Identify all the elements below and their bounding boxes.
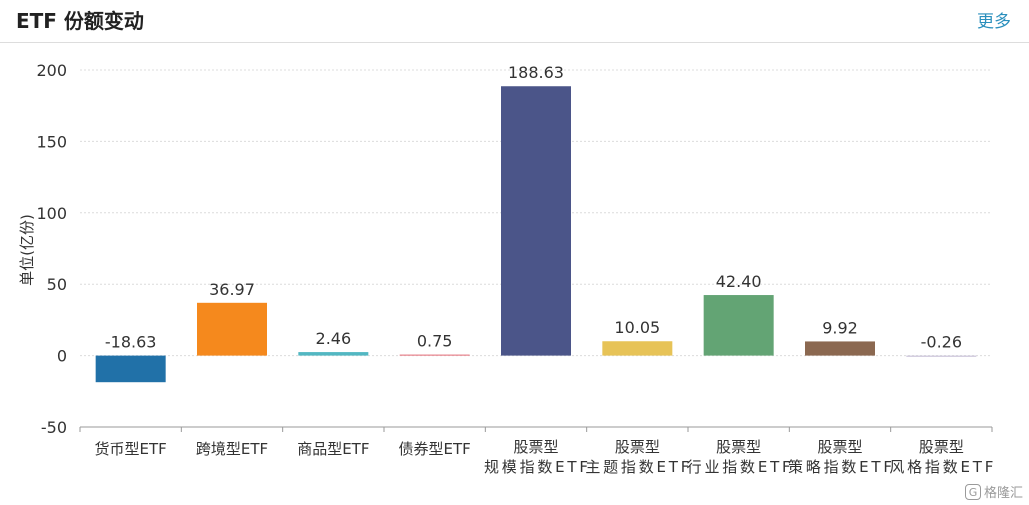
bar [501, 86, 571, 356]
x-tick-label: 规模指数ETF [484, 458, 588, 476]
data-label: 42.40 [716, 272, 762, 291]
bar [95, 355, 166, 383]
data-label: 188.63 [508, 63, 564, 82]
watermark-text: 格隆汇 [983, 486, 1023, 501]
data-label: -18.63 [105, 333, 157, 352]
x-tick-label: 跨境型ETF [196, 440, 268, 458]
bar [399, 354, 470, 356]
x-tick-label: 债券型ETF [399, 440, 471, 458]
x-tick-label: 主题指数ETF [585, 458, 689, 476]
y-tick-label: 200 [36, 61, 67, 80]
watermark-logo-icon: G [964, 483, 981, 500]
bar [703, 295, 774, 356]
data-label: 10.05 [614, 318, 660, 337]
data-label: 9.92 [822, 318, 858, 337]
x-tick-label: 策略指数ETF [788, 458, 892, 476]
panel-header: ETF 份额变动 更多 [0, 0, 1029, 43]
data-label: 2.46 [316, 329, 352, 348]
x-tick-label: 股票型 [716, 438, 761, 456]
bar [298, 352, 369, 356]
panel-title: ETF 份额变动 [16, 9, 144, 33]
y-axis-label: 单位(亿份) [18, 214, 36, 286]
x-tick-label: 股票型 [615, 438, 660, 456]
y-tick-label: -50 [41, 418, 67, 437]
y-tick-label: 0 [57, 347, 67, 366]
x-tick-label: 股票型 [817, 438, 862, 456]
x-tick-label: 货币型ETF [95, 440, 167, 458]
x-tick-label: 风格指数ETF [889, 458, 993, 476]
data-label: -0.26 [921, 333, 962, 352]
data-label: 36.97 [209, 280, 255, 299]
y-tick-label: 50 [47, 275, 67, 294]
y-tick-label: 100 [36, 204, 67, 223]
watermark: G 格隆汇 [964, 482, 1023, 501]
x-tick-label: 商品型ETF [297, 440, 369, 458]
x-tick-label: 股票型 [513, 438, 558, 456]
x-tick-label: 股票型 [919, 438, 964, 456]
data-label: 0.75 [417, 332, 453, 351]
bar [805, 341, 875, 356]
bar [602, 341, 673, 356]
bar [197, 302, 267, 356]
y-tick-label: 150 [36, 132, 67, 151]
x-tick-label: 行业指数ETF [687, 458, 791, 476]
more-link[interactable]: 更多 [977, 12, 1011, 32]
bar [906, 355, 977, 357]
